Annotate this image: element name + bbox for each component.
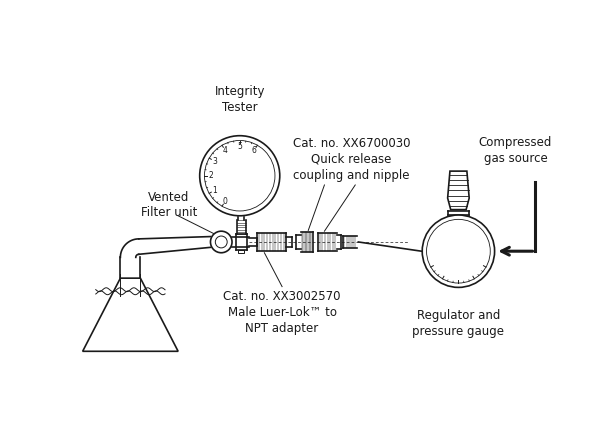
Text: Cat. no. XX3002570
Male Luer-Lok™ to
NPT adapter: Cat. no. XX3002570 Male Luer-Lok™ to NPT… <box>223 290 341 335</box>
Text: 0: 0 <box>223 196 228 206</box>
Circle shape <box>211 231 232 253</box>
Text: Cat. no. XX6700030
Quick release
coupling and nipple: Cat. no. XX6700030 Quick release couplin… <box>293 137 410 182</box>
Text: Integrity
Tester: Integrity Tester <box>214 85 265 114</box>
Circle shape <box>422 215 494 287</box>
Circle shape <box>200 136 280 216</box>
Text: 6: 6 <box>252 146 257 155</box>
Text: 4: 4 <box>223 146 228 155</box>
Text: 3: 3 <box>212 157 217 166</box>
Text: 2: 2 <box>208 171 213 180</box>
Text: 5: 5 <box>237 142 242 151</box>
Text: Vented
Filter unit: Vented Filter unit <box>141 191 197 219</box>
Text: 1: 1 <box>212 186 217 195</box>
Text: Compressed
gas source: Compressed gas source <box>479 136 552 165</box>
Text: Regulator and
pressure gauge: Regulator and pressure gauge <box>412 309 504 338</box>
